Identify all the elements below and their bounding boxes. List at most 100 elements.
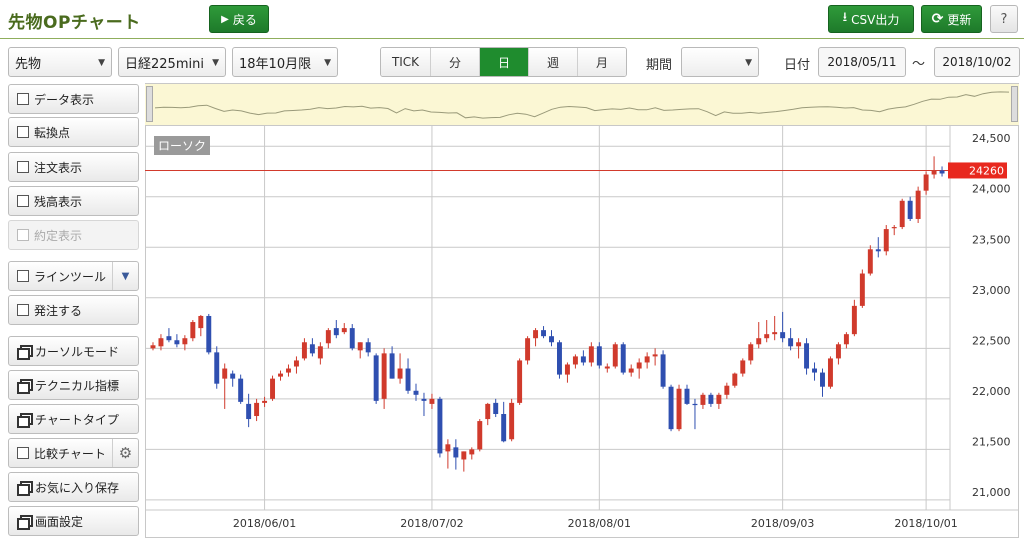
date-from-input[interactable]: 2018/05/11: [818, 47, 906, 77]
screen-settings-button[interactable]: 画面設定: [8, 506, 139, 536]
candle-body: [214, 352, 220, 384]
candle-body: [469, 449, 475, 455]
chevron-down-icon: ▼: [212, 58, 219, 68]
candle-body: [780, 332, 786, 339]
chevron-down-icon: ▼: [98, 58, 105, 68]
sidebar-item-label: 残高表示: [34, 194, 83, 209]
interval-month[interactable]: 月: [577, 48, 626, 76]
window-icon: [17, 379, 33, 394]
candle-body: [429, 398, 435, 404]
chart-panel[interactable]: [145, 83, 1019, 538]
date-to-input[interactable]: 2018/10/02: [934, 47, 1020, 77]
candle-body: [772, 332, 778, 335]
candle-body: [278, 373, 283, 377]
overview-price-line: [154, 91, 1010, 119]
turning-point-toggle[interactable]: 転換点: [8, 117, 139, 147]
candle-body: [421, 398, 427, 401]
refresh-button[interactable]: ⟳ 更新: [921, 5, 982, 33]
chevron-down-icon: ▼: [324, 58, 331, 68]
candle-body: [700, 394, 706, 405]
candle-body: [333, 328, 339, 336]
candle-body: [222, 368, 228, 379]
candle-body: [541, 330, 547, 337]
candle-body: [883, 229, 889, 252]
candle-body: [381, 353, 387, 399]
candle-body: [413, 390, 419, 395]
overview-line-chart: [154, 91, 1010, 119]
candle-body: [796, 342, 802, 347]
candle-body: [820, 372, 825, 387]
candle-body: [732, 373, 738, 386]
candle-body: [875, 249, 881, 252]
y-tick-label: 21,000: [972, 486, 1011, 499]
candle-body: [150, 345, 156, 349]
refresh-icon: ⟳: [931, 11, 944, 27]
place-order-toggle[interactable]: 発注する: [8, 295, 139, 325]
csv-export-button[interactable]: ⭳ CSV出力: [828, 5, 914, 33]
chart-type-button[interactable]: チャートタイプ: [8, 404, 139, 434]
candle-body: [190, 322, 196, 339]
window-icon: [17, 481, 33, 496]
candle-body: [301, 342, 307, 359]
checkbox-icon: [17, 93, 29, 105]
market-select[interactable]: 先物 ▼: [8, 47, 112, 77]
candle-body: [756, 338, 762, 345]
candlestick-chart[interactable]: 21,000 21,500 22,000 22,500 23,000 23,500 24,0…: [145, 126, 1019, 538]
interval-selector: TICK 分 日 週 月: [380, 47, 627, 77]
y-tick-label: 23,500: [972, 233, 1011, 246]
save-favorite-button[interactable]: お気に入り保存: [8, 472, 139, 502]
candle-body: [708, 394, 714, 404]
candle-body: [907, 200, 913, 219]
candle-body: [812, 368, 817, 373]
y-tick-label: 22,000: [972, 385, 1011, 398]
product-select[interactable]: 日経225mini ▼: [118, 47, 226, 77]
y-tick-label: 21,500: [972, 435, 1011, 448]
interval-week[interactable]: 週: [528, 48, 577, 76]
interval-minute[interactable]: 分: [430, 48, 479, 76]
technical-indicator-button[interactable]: テクニカル指標: [8, 370, 139, 400]
gear-icon[interactable]: ⚙: [112, 439, 138, 467]
sidebar-item-label: チャートタイプ: [35, 412, 119, 427]
sidebar-item-label: テクニカル指標: [35, 378, 120, 393]
candle-body: [692, 403, 698, 406]
line-tool-toggle[interactable]: ラインツール ▼: [8, 261, 139, 291]
interval-day[interactable]: 日: [479, 48, 528, 76]
chevron-down-icon[interactable]: ▼: [112, 262, 138, 290]
interval-tick[interactable]: TICK: [381, 48, 430, 76]
candle-body: [827, 358, 833, 387]
candle-body: [764, 334, 770, 339]
help-button[interactable]: ?: [990, 5, 1018, 33]
candle-body: [517, 360, 523, 403]
position-display-toggle[interactable]: 残高表示: [8, 186, 139, 216]
candle-body: [509, 402, 515, 440]
candle-body: [238, 378, 244, 402]
overview-left-handle[interactable]: [146, 86, 153, 122]
x-tick-label: 2018/08/01: [568, 517, 631, 530]
sidebar-item-label: 約定表示: [34, 228, 83, 243]
compare-chart-toggle[interactable]: 比較チャート ⚙: [8, 438, 139, 468]
candle-body: [915, 190, 921, 219]
chart-type-label: ローソク: [154, 136, 211, 155]
order-display-toggle[interactable]: 注文表示: [8, 152, 139, 182]
period-select[interactable]: ▼: [681, 47, 759, 77]
window-icon: [17, 413, 33, 428]
candle-body: [867, 249, 873, 274]
cursor-mode-button[interactable]: カーソルモード: [8, 336, 139, 366]
candle-body: [716, 394, 722, 404]
candle-body: [533, 330, 539, 339]
candle-body: [668, 386, 674, 430]
candle-body: [748, 344, 754, 361]
sidebar-item-label: 注文表示: [34, 160, 83, 175]
overview-right-handle[interactable]: [1011, 86, 1018, 122]
contract-month-select[interactable]: 18年10月限 ▼: [232, 47, 338, 77]
candle-body: [317, 346, 323, 359]
candle-body: [373, 355, 379, 401]
checkbox-icon: [17, 126, 29, 138]
overview-navigator[interactable]: [145, 84, 1019, 126]
candle-body: [357, 342, 363, 351]
candle-body: [604, 366, 610, 369]
data-display-toggle[interactable]: データ表示: [8, 84, 139, 114]
checkbox-icon: [17, 270, 29, 282]
back-button[interactable]: ▶ 戻る: [209, 5, 269, 33]
candle-body: [158, 338, 164, 347]
